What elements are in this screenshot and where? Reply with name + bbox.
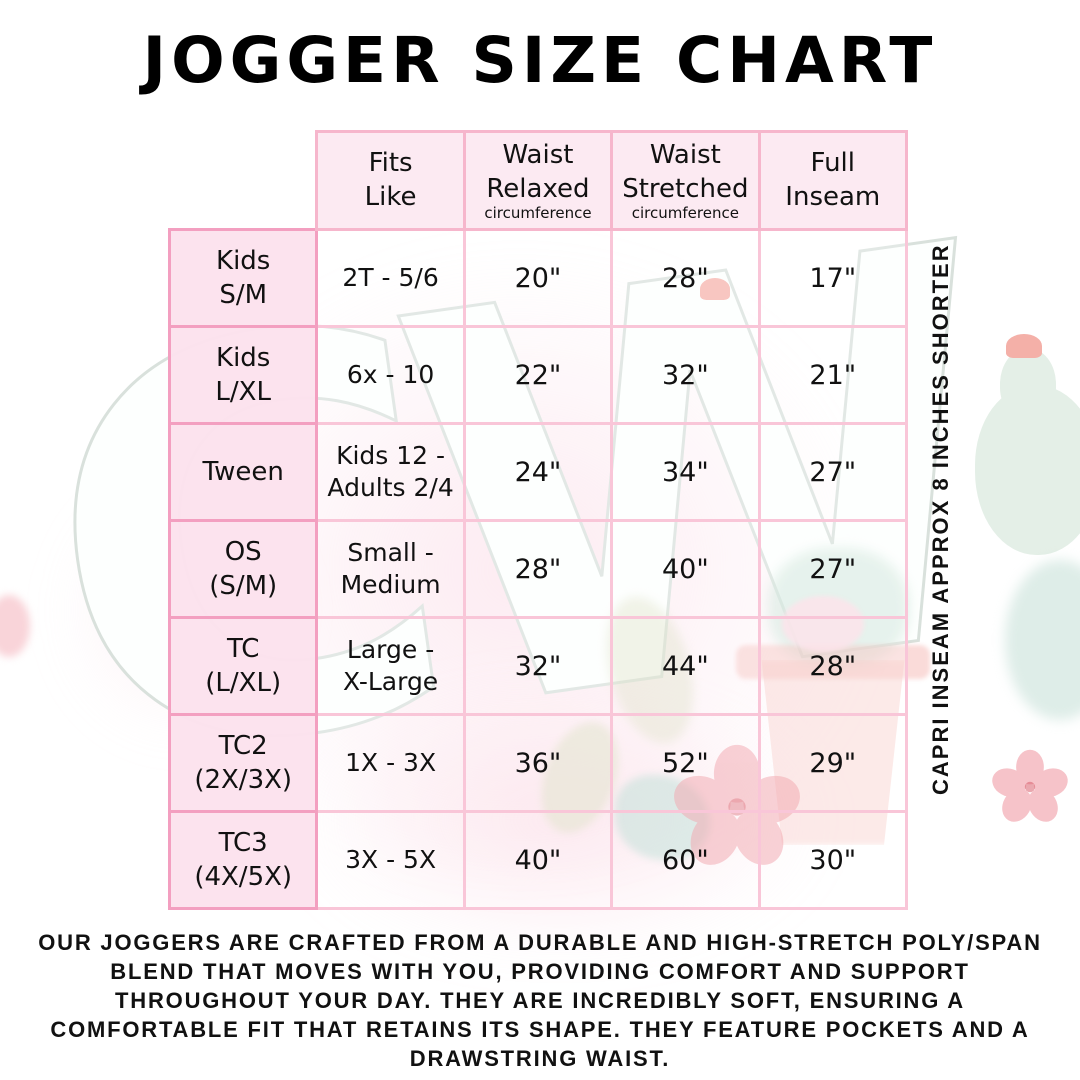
full-inseam-cell: 30"	[757, 810, 909, 910]
row-label-line: (2X/3X)	[194, 765, 293, 795]
row-label-line: TC	[226, 633, 260, 664]
header-line: Stretched	[622, 173, 749, 204]
prickly-pear-cactus-pad	[1000, 348, 1056, 420]
header-row: Fits Like Waist Relaxed circumference Wa…	[170, 130, 909, 231]
row-label-line: (L/XL)	[205, 668, 282, 698]
fits-like-line: Medium	[340, 570, 441, 599]
row-label-line: Kids	[216, 342, 271, 373]
waist-stretched-cell: 34"	[610, 422, 761, 522]
table-row: Kids S/M 2T - 5/6 20" 28" 17"	[167, 228, 909, 328]
fits-like-line: 1X - 3X	[345, 747, 437, 777]
waist-relaxed-cell: 24"	[462, 422, 614, 522]
row-label-line: Tween	[202, 456, 284, 487]
cactus-flower	[1006, 334, 1042, 358]
fits-like-line: 6x - 10	[346, 359, 435, 389]
corner-cell	[170, 132, 317, 230]
col-header-fits-like: Fits Like	[315, 130, 466, 231]
header-line: Inseam	[785, 181, 881, 212]
table-row: TC2 (2X/3X) 1X - 3X 36" 52" 29"	[167, 713, 909, 813]
header-line: Like	[364, 181, 417, 212]
full-inseam-cell: 27"	[757, 422, 909, 522]
fits-like-cell: 1X - 3X	[315, 713, 466, 813]
waist-stretched-cell: 60"	[610, 810, 761, 910]
row-label-line: TC2	[218, 730, 268, 761]
header-line: Waist	[502, 140, 574, 171]
row-label-line: OS	[224, 536, 262, 567]
row-label-line: L/XL	[215, 377, 271, 407]
waist-stretched-cell: 40"	[610, 519, 761, 619]
size-chart-table: Fits Like Waist Relaxed circumference Wa…	[167, 130, 909, 910]
waist-relaxed-cell: 28"	[462, 519, 614, 619]
table-row: TC3 (4X/5X) 3X - 5X 40" 60" 30"	[167, 810, 909, 910]
row-label-cell: TC (L/XL)	[167, 616, 319, 716]
row-label-line: (S/M)	[209, 571, 278, 601]
full-inseam-cell: 17"	[757, 228, 909, 328]
row-label-cell: TC2 (2X/3X)	[167, 713, 319, 813]
full-inseam-cell: 27"	[757, 519, 909, 619]
fits-like-line: 3X - 5X	[345, 844, 437, 874]
fits-like-line: Small -	[347, 537, 434, 567]
page-title: JOGGER SIZE CHART	[142, 24, 938, 97]
table-row: Kids L/XL 6x - 10 22" 32" 21"	[167, 325, 909, 425]
fits-like-line: Large -	[346, 634, 435, 664]
waist-relaxed-cell: 40"	[462, 810, 614, 910]
header-line: Full	[810, 148, 856, 179]
waist-relaxed-cell: 36"	[462, 713, 614, 813]
col-header-full-inseam: Full Inseam	[757, 130, 909, 231]
header-subline: circumference	[484, 203, 592, 222]
fits-like-cell: Small - Medium	[315, 519, 466, 619]
row-label-cell: OS (S/M)	[167, 519, 319, 619]
waist-stretched-cell: 52"	[610, 713, 761, 813]
table-row: Tween Kids 12 - Adults 2/4 24" 34" 27"	[167, 422, 909, 522]
header-line: Waist	[649, 140, 721, 171]
fits-like-cell: 3X - 5X	[315, 810, 466, 910]
fits-like-line: 2T - 5/6	[342, 262, 439, 292]
col-header-waist-relaxed: Waist Relaxed circumference	[462, 130, 614, 231]
waist-relaxed-cell: 20"	[462, 228, 614, 328]
fits-like-cell: 2T - 5/6	[315, 228, 466, 328]
size-table-body: Kids S/M 2T - 5/6 20" 28" 17" Kids L/XL 6x - 10 2…	[167, 228, 909, 910]
row-label-cell: Tween	[167, 422, 319, 522]
fits-like-cell: 6x - 10	[315, 325, 466, 425]
col-header-waist-stretched: Waist Stretched circumference	[610, 130, 761, 231]
fits-like-line: Adults 2/4	[327, 473, 454, 502]
fits-like-cell: Kids 12 - Adults 2/4	[315, 422, 466, 522]
table-row: OS (S/M) Small - Medium 28" 40" 27"	[167, 519, 909, 619]
row-label-line: S/M	[219, 280, 268, 310]
row-label-cell: Kids S/M	[167, 228, 319, 328]
row-label-cell: TC3 (4X/5X)	[167, 810, 319, 910]
waist-relaxed-cell: 32"	[462, 616, 614, 716]
capri-inseam-note: CAPRI INSEAM APPROX 8 INCHES SHORTER	[928, 243, 953, 795]
product-description: OUR JOGGERS ARE CRAFTED FROM A DURABLE A…	[38, 930, 1042, 1072]
fits-like-cell: Large - X-Large	[315, 616, 466, 716]
waist-stretched-cell: 32"	[610, 325, 761, 425]
full-inseam-cell: 29"	[757, 713, 909, 813]
waist-relaxed-cell: 22"	[462, 325, 614, 425]
waist-stretched-cell: 28"	[610, 228, 761, 328]
header-subline: circumference	[631, 203, 739, 222]
row-label-line: TC3	[218, 827, 268, 858]
full-inseam-cell: 21"	[757, 325, 909, 425]
row-label-cell: Kids L/XL	[167, 325, 319, 425]
table-row: TC (L/XL) Large - X-Large 32" 44" 28"	[167, 616, 909, 716]
header-line: Relaxed	[486, 173, 590, 204]
row-label-line: Kids	[216, 245, 271, 276]
pink-petal-blob	[0, 595, 30, 657]
fits-like-line: X-Large	[342, 667, 439, 696]
waist-stretched-cell: 44"	[610, 616, 761, 716]
header-line: Fits	[368, 148, 413, 179]
teal-leaf-blob	[1005, 560, 1080, 720]
fits-like-line: Kids 12 -	[336, 440, 446, 470]
row-label-line: (4X/5X)	[194, 862, 293, 892]
full-inseam-cell: 28"	[757, 616, 909, 716]
